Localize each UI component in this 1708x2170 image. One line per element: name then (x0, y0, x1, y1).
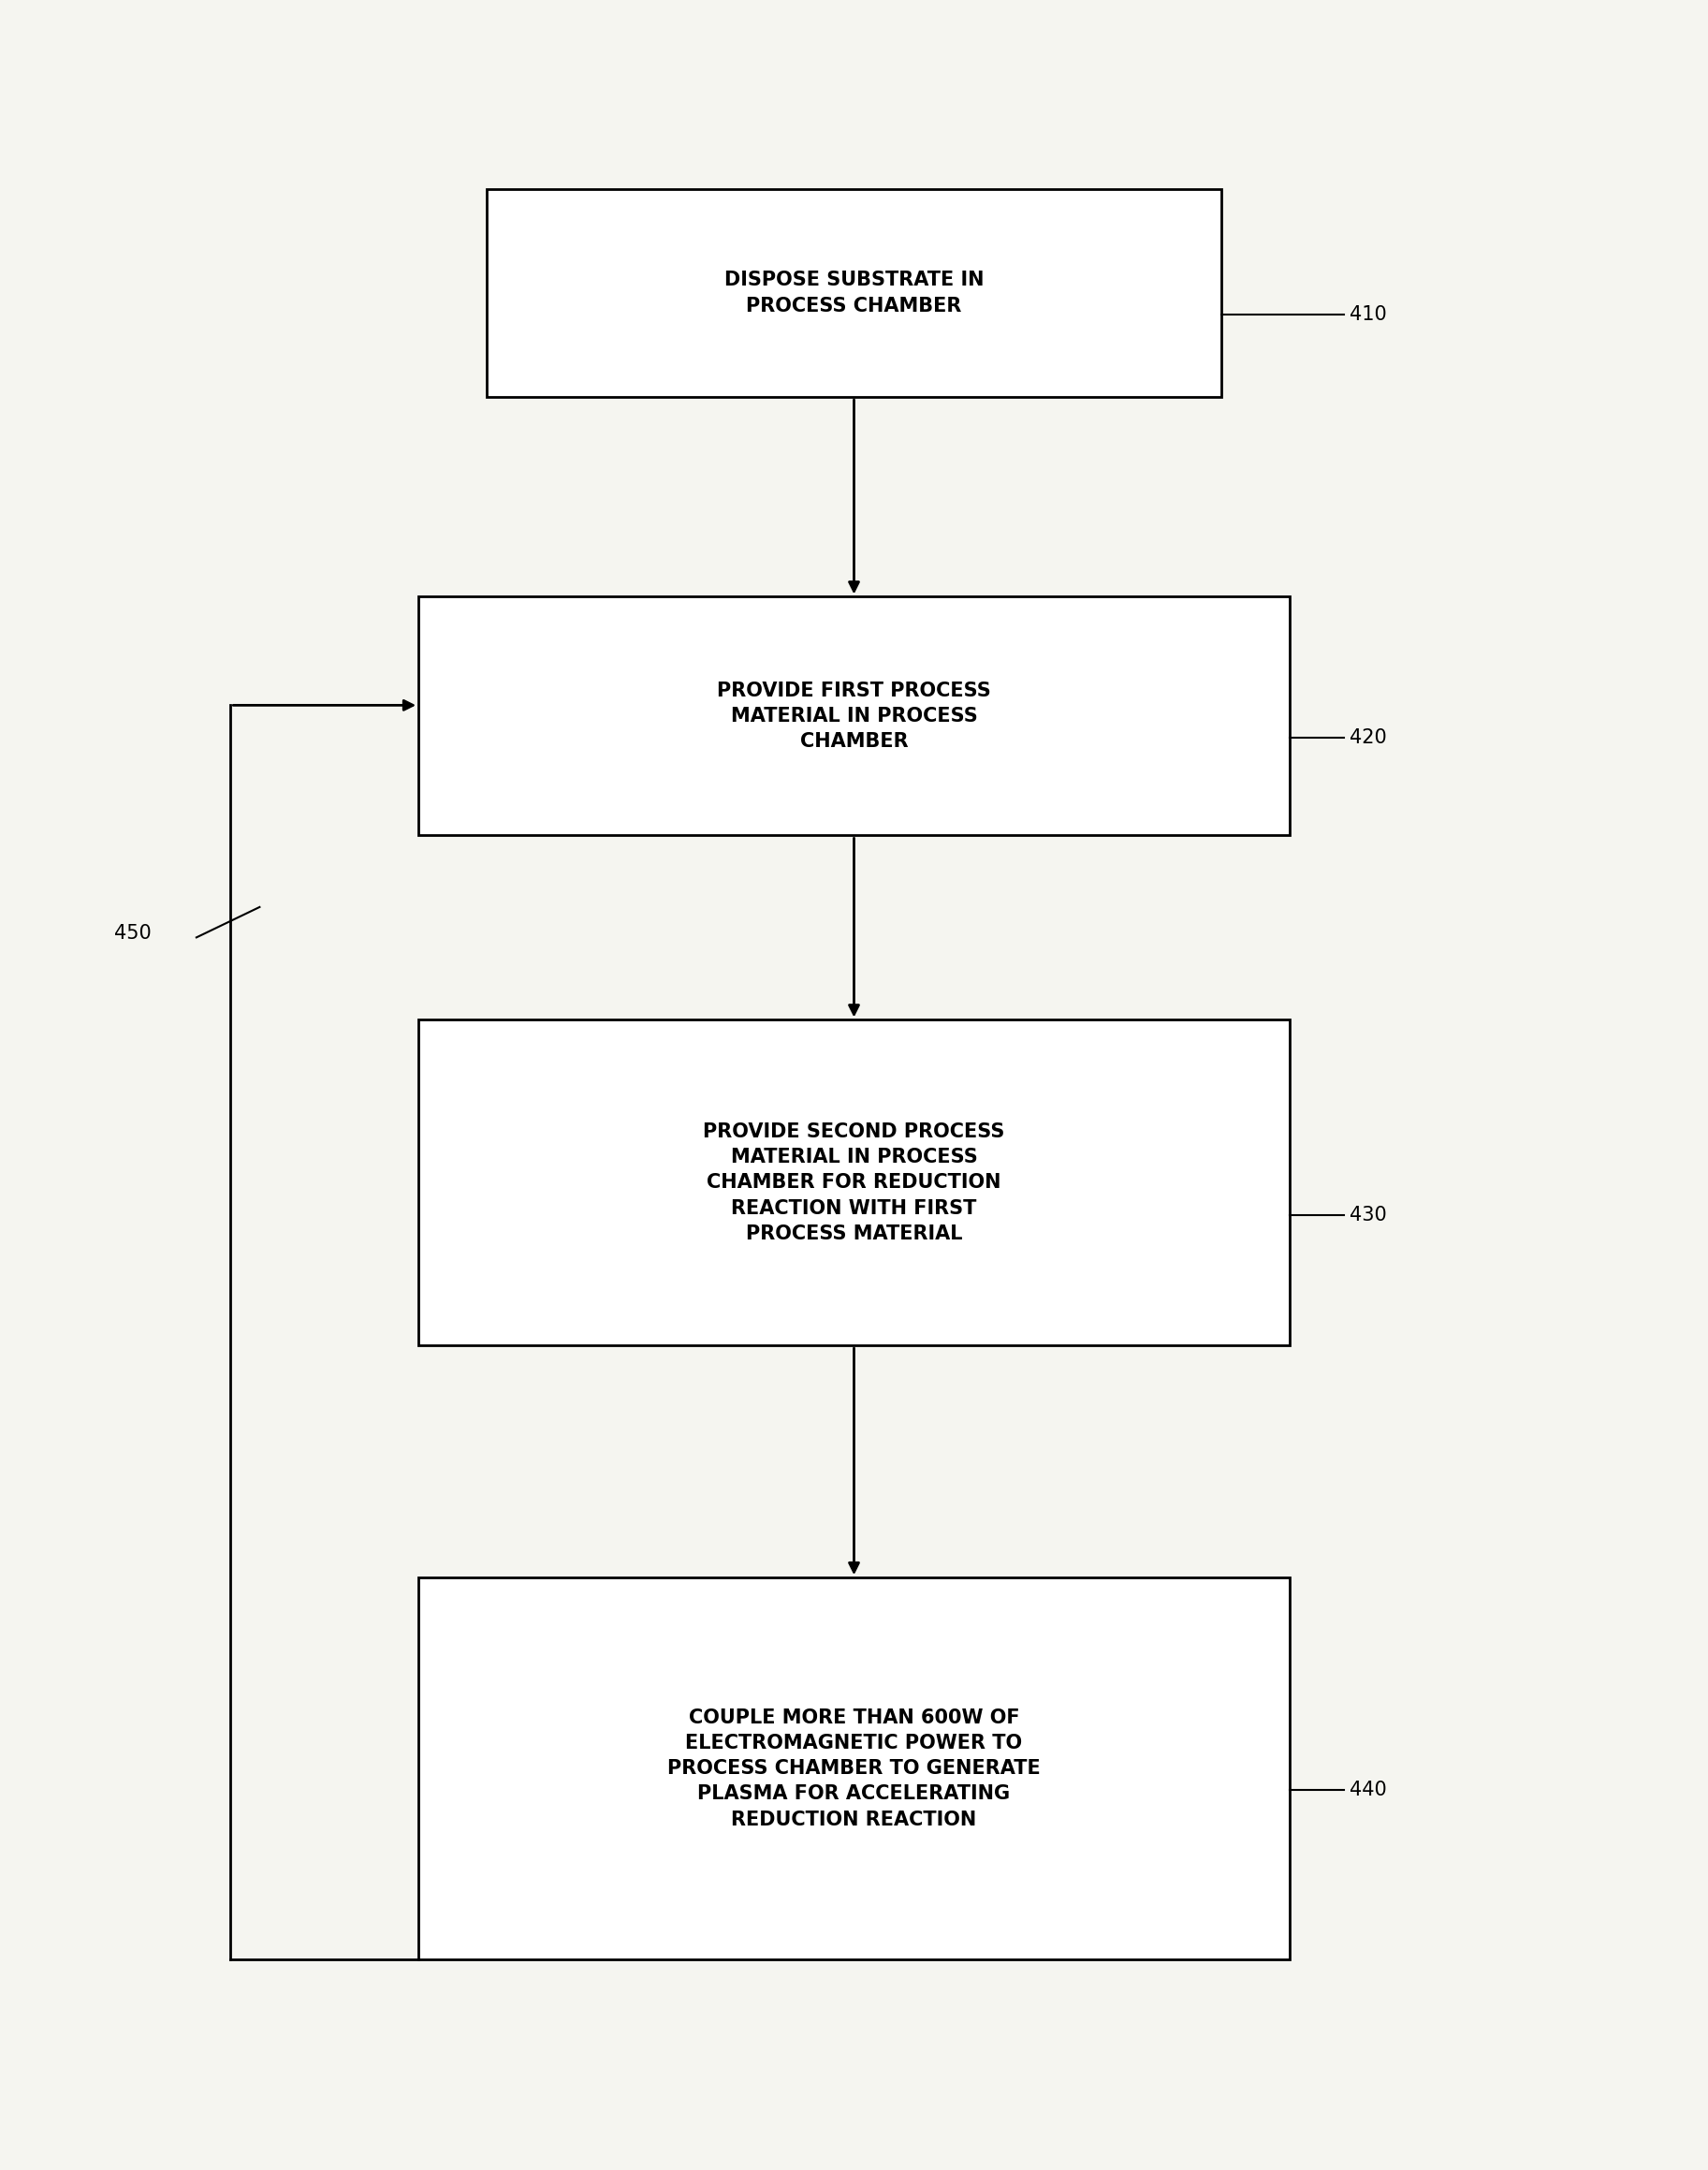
Text: PROVIDE FIRST PROCESS
MATERIAL IN PROCESS
CHAMBER: PROVIDE FIRST PROCESS MATERIAL IN PROCES… (717, 681, 991, 751)
Text: 420: 420 (1349, 729, 1387, 746)
Bar (418, 1020, 1290, 1345)
Bar (418, 1578, 1290, 1960)
Text: 430: 430 (1349, 1207, 1387, 1224)
Text: 440: 440 (1349, 1782, 1387, 1799)
Bar (418, 597, 1290, 835)
Text: COUPLE MORE THAN 600W OF
ELECTROMAGNETIC POWER TO
PROCESS CHAMBER TO GENERATE
PL: COUPLE MORE THAN 600W OF ELECTROMAGNETIC… (668, 1708, 1040, 1829)
Text: 450: 450 (114, 924, 152, 942)
Text: DISPOSE SUBSTRATE IN
PROCESS CHAMBER: DISPOSE SUBSTRATE IN PROCESS CHAMBER (724, 271, 984, 315)
Text: 410: 410 (1349, 306, 1387, 323)
Bar (487, 189, 1221, 397)
Text: PROVIDE SECOND PROCESS
MATERIAL IN PROCESS
CHAMBER FOR REDUCTION
REACTION WITH F: PROVIDE SECOND PROCESS MATERIAL IN PROCE… (704, 1122, 1004, 1243)
